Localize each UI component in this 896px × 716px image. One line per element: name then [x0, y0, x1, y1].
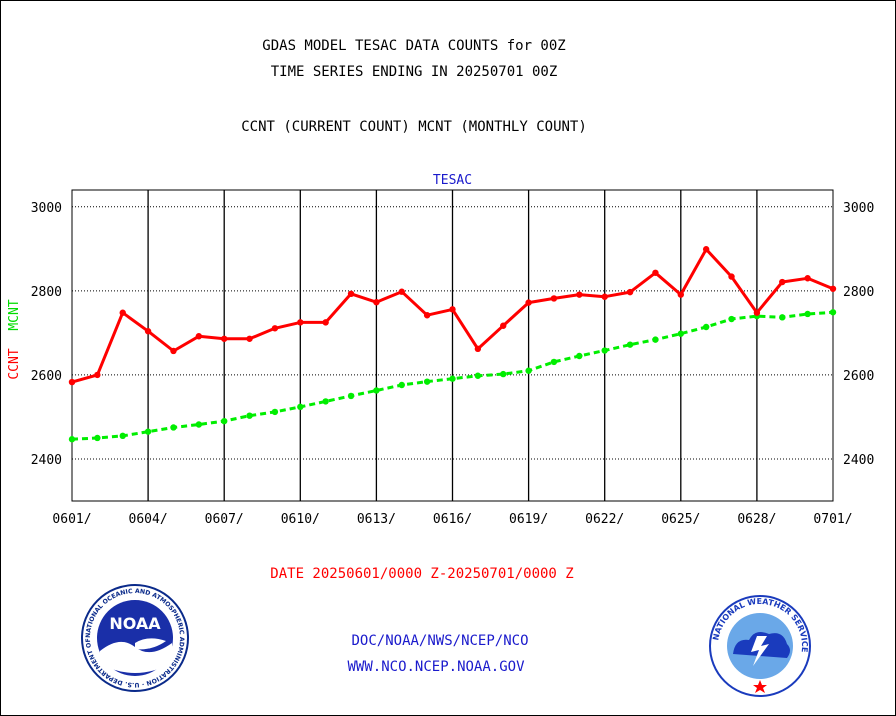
x-tick-label: 0604/: [129, 512, 168, 527]
data-point-ccnt: [68, 378, 76, 386]
data-point-mcnt: [550, 358, 558, 366]
x-tick-label: 0610/: [281, 512, 320, 527]
data-point-ccnt: [804, 275, 811, 282]
data-point-ccnt: [271, 325, 279, 332]
nws-logo: NATIONAL WEATHER SERVICE: [709, 595, 811, 697]
data-point-mcnt: [246, 412, 253, 419]
data-point-mcnt: [347, 392, 355, 400]
data-point-ccnt: [474, 345, 482, 353]
data-point-mcnt: [728, 315, 735, 323]
y-tick-label-left: 2800: [31, 285, 62, 300]
data-point-mcnt: [652, 336, 659, 343]
website-url-text: WWW.NCO.NCEP.NOAA.GOV: [347, 659, 525, 675]
data-point-mcnt: [779, 314, 786, 321]
data-point-ccnt: [702, 246, 710, 253]
data-point-ccnt: [347, 290, 355, 298]
data-point-mcnt: [119, 432, 126, 440]
y-tick-label-left: 2600: [31, 369, 62, 384]
data-point-mcnt: [144, 428, 152, 435]
x-tick-label: 0613/: [357, 512, 396, 527]
data-point-ccnt: [829, 285, 837, 292]
data-point-ccnt: [221, 335, 228, 342]
data-point-mcnt: [449, 375, 456, 382]
data-point-mcnt: [373, 387, 380, 394]
org-path-text: DOC/NOAA/NWS/NCEP/NCO: [351, 633, 529, 649]
y-tick-label-right: 3000: [843, 201, 874, 216]
plot-area: [71, 189, 834, 502]
x-tick-label: 0628/: [737, 512, 776, 527]
data-point-ccnt: [119, 309, 126, 316]
data-point-mcnt: [702, 323, 710, 331]
data-point-mcnt: [677, 330, 684, 337]
data-point-mcnt: [94, 434, 101, 442]
y-tick-label-right: 2600: [843, 369, 874, 384]
data-point-mcnt: [804, 310, 811, 318]
data-point-mcnt: [601, 347, 608, 354]
data-point-mcnt: [423, 378, 431, 385]
chart-title: TESAC: [433, 173, 472, 188]
x-tick-label: 0601/: [52, 512, 91, 527]
x-tick-label: 0622/: [585, 512, 624, 527]
data-point-ccnt: [753, 309, 761, 316]
x-tick-label: 0619/: [509, 512, 548, 527]
x-axis-date-range: DATE 20250601/0000 Z-20250701/0000 Z: [270, 566, 574, 582]
header-legend-description: CCNT (CURRENT COUNT) MCNT (MONTHLY COUNT…: [241, 119, 587, 135]
data-point-ccnt: [144, 328, 152, 335]
noaa-logo: NOAA NATIONAL OCEANIC AND ATMOSPHERIC AD…: [80, 583, 189, 692]
data-point-ccnt: [449, 306, 456, 313]
data-point-mcnt: [398, 381, 405, 389]
data-point-mcnt: [626, 341, 634, 348]
header-subtitle: TIME SERIES ENDING IN 20250701 00Z: [270, 64, 558, 80]
y-tick-label-left: 2400: [31, 453, 62, 468]
data-point-mcnt: [221, 417, 228, 425]
data-point-ccnt: [423, 312, 431, 319]
data-point-ccnt: [94, 371, 101, 379]
x-tick-label: 0607/: [205, 512, 244, 527]
data-point-ccnt: [677, 291, 684, 298]
data-point-ccnt: [297, 319, 304, 326]
data-point-ccnt: [576, 291, 583, 298]
x-tick-label: 0701/: [813, 512, 852, 527]
y-tick-label-left: 3000: [31, 201, 62, 216]
data-point-mcnt: [271, 408, 279, 416]
header-title: GDAS MODEL TESAC DATA COUNTS for 00Z: [262, 38, 566, 54]
data-point-mcnt: [474, 372, 482, 379]
data-point-mcnt: [170, 424, 177, 431]
y-tick-label-right: 2400: [843, 453, 874, 468]
data-point-ccnt: [246, 335, 253, 342]
data-point-ccnt: [322, 319, 329, 326]
data-point-ccnt: [500, 322, 507, 329]
data-point-mcnt: [500, 370, 507, 378]
x-tick-label: 0616/: [433, 512, 472, 527]
data-point-ccnt: [779, 278, 786, 286]
data-point-ccnt: [398, 288, 405, 295]
data-point-ccnt: [525, 299, 532, 306]
noaa-logo-text: NOAA: [109, 614, 161, 633]
y-tick-label-right: 2800: [843, 285, 874, 300]
data-point-mcnt: [297, 403, 304, 411]
data-point-mcnt: [322, 398, 329, 405]
data-point-ccnt: [550, 295, 558, 302]
data-point-ccnt: [373, 299, 380, 306]
y-axis-label-ccnt: CCNT: [7, 348, 22, 379]
data-point-mcnt: [68, 436, 76, 443]
data-point-ccnt: [728, 273, 735, 280]
data-point-mcnt: [195, 421, 203, 428]
tick-labels: 2400 2400 2600 2600 2800 2800 3000 3000 0601/060…: [31, 201, 875, 527]
y-axis-label-mcnt: MCNT: [7, 299, 22, 330]
data-point-ccnt: [652, 269, 659, 276]
data-point-mcnt: [576, 352, 583, 360]
data-point-mcnt: [829, 309, 837, 316]
series: [68, 246, 837, 443]
data-point-ccnt: [626, 288, 634, 296]
data-point-ccnt: [195, 333, 203, 340]
data-point-ccnt: [601, 293, 608, 300]
x-tick-label: 0625/: [661, 512, 700, 527]
data-point-ccnt: [170, 347, 177, 355]
data-point-mcnt: [525, 367, 532, 374]
grid: [72, 190, 833, 501]
